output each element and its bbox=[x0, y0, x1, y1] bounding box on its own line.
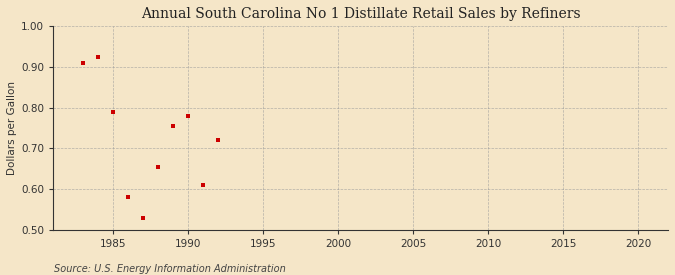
Point bbox=[198, 183, 209, 187]
Title: Annual South Carolina No 1 Distillate Retail Sales by Refiners: Annual South Carolina No 1 Distillate Re… bbox=[141, 7, 580, 21]
Point bbox=[167, 124, 178, 128]
Point bbox=[213, 138, 223, 142]
Point bbox=[108, 109, 119, 114]
Point bbox=[123, 195, 134, 199]
Point bbox=[78, 61, 88, 65]
Text: Source: U.S. Energy Information Administration: Source: U.S. Energy Information Administ… bbox=[54, 264, 286, 274]
Y-axis label: Dollars per Gallon: Dollars per Gallon bbox=[7, 81, 17, 175]
Point bbox=[138, 215, 148, 220]
Point bbox=[153, 164, 163, 169]
Point bbox=[183, 114, 194, 118]
Point bbox=[92, 55, 103, 59]
